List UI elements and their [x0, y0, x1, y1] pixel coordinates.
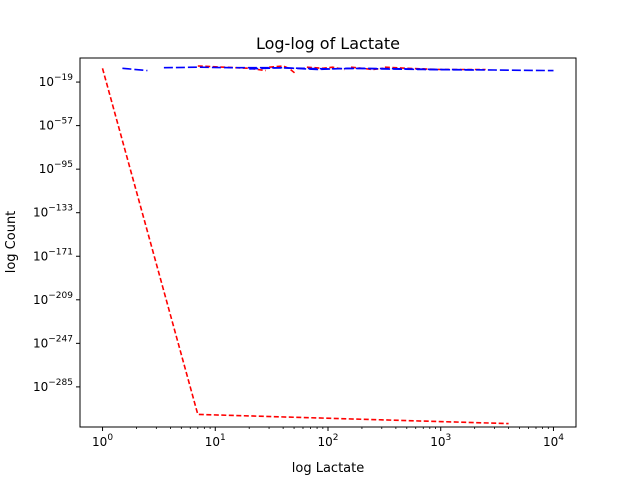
y-tick-label: 10−171	[33, 247, 73, 263]
x-tick-exp: 0	[107, 433, 113, 443]
x-tick-exp: 3	[446, 433, 452, 443]
chart-title: Log-log of Lactate	[256, 34, 400, 53]
y-tick-exp: −57	[54, 117, 73, 127]
x-axis-label: log Lactate	[292, 461, 364, 476]
y-tick-exp: −171	[48, 247, 73, 257]
y-tick-label: 10−95	[39, 160, 73, 176]
y-tick-label: 10−247	[33, 334, 73, 350]
plot-area	[79, 57, 577, 428]
y-tick-base: 10	[33, 293, 48, 307]
x-tick-base: 10	[543, 435, 558, 449]
y-tick-exp: −285	[48, 378, 73, 388]
y-tick-exp: −95	[54, 160, 73, 170]
x-tick-label: 100	[92, 433, 113, 449]
y-tick-base: 10	[33, 206, 48, 220]
x-tick-label: 102	[317, 433, 338, 449]
y-tick-base: 10	[39, 119, 54, 133]
x-tick-exp: 1	[220, 433, 226, 443]
x-tick-label: 101	[205, 433, 226, 449]
x-axis-ticks: 100 101 102 103 104	[92, 427, 564, 449]
x-tick-exp: 2	[333, 433, 339, 443]
x-tick-base: 10	[92, 435, 107, 449]
x-tick-base: 10	[317, 435, 332, 449]
y-tick-base: 10	[33, 380, 48, 394]
y-axis-label: log Count	[4, 211, 19, 274]
series-1-line-2	[249, 66, 475, 71]
x-tick-base: 10	[430, 435, 445, 449]
y-tick-exp: −133	[48, 204, 73, 214]
y-tick-exp: −247	[48, 334, 73, 344]
y-tick-exp: −209	[48, 291, 73, 301]
y-tick-base: 10	[39, 75, 54, 89]
y-tick-label: 10−57	[39, 117, 73, 133]
x-tick-label: 104	[543, 433, 564, 449]
y-tick-label: 10−133	[33, 204, 73, 220]
series-0-line-0	[101, 68, 509, 425]
series-layer	[101, 65, 554, 425]
x-tick-base: 10	[205, 435, 220, 449]
x-tick-label: 103	[430, 433, 451, 449]
y-tick-exp: −19	[54, 73, 73, 83]
y-tick-label: 10−19	[39, 73, 74, 89]
y-tick-base: 10	[33, 336, 48, 350]
y-tick-label: 10−209	[33, 291, 73, 307]
y-tick-base: 10	[39, 162, 54, 176]
y-tick-label: 10−285	[33, 378, 73, 394]
series-0-line-4	[350, 66, 384, 71]
x-tick-exp: 4	[558, 433, 564, 443]
y-axis-ticks: 10−1910−5710−9510−13310−17110−20910−2471…	[33, 73, 80, 394]
y-tick-base: 10	[33, 249, 48, 263]
series-1-line-0	[122, 67, 148, 72]
